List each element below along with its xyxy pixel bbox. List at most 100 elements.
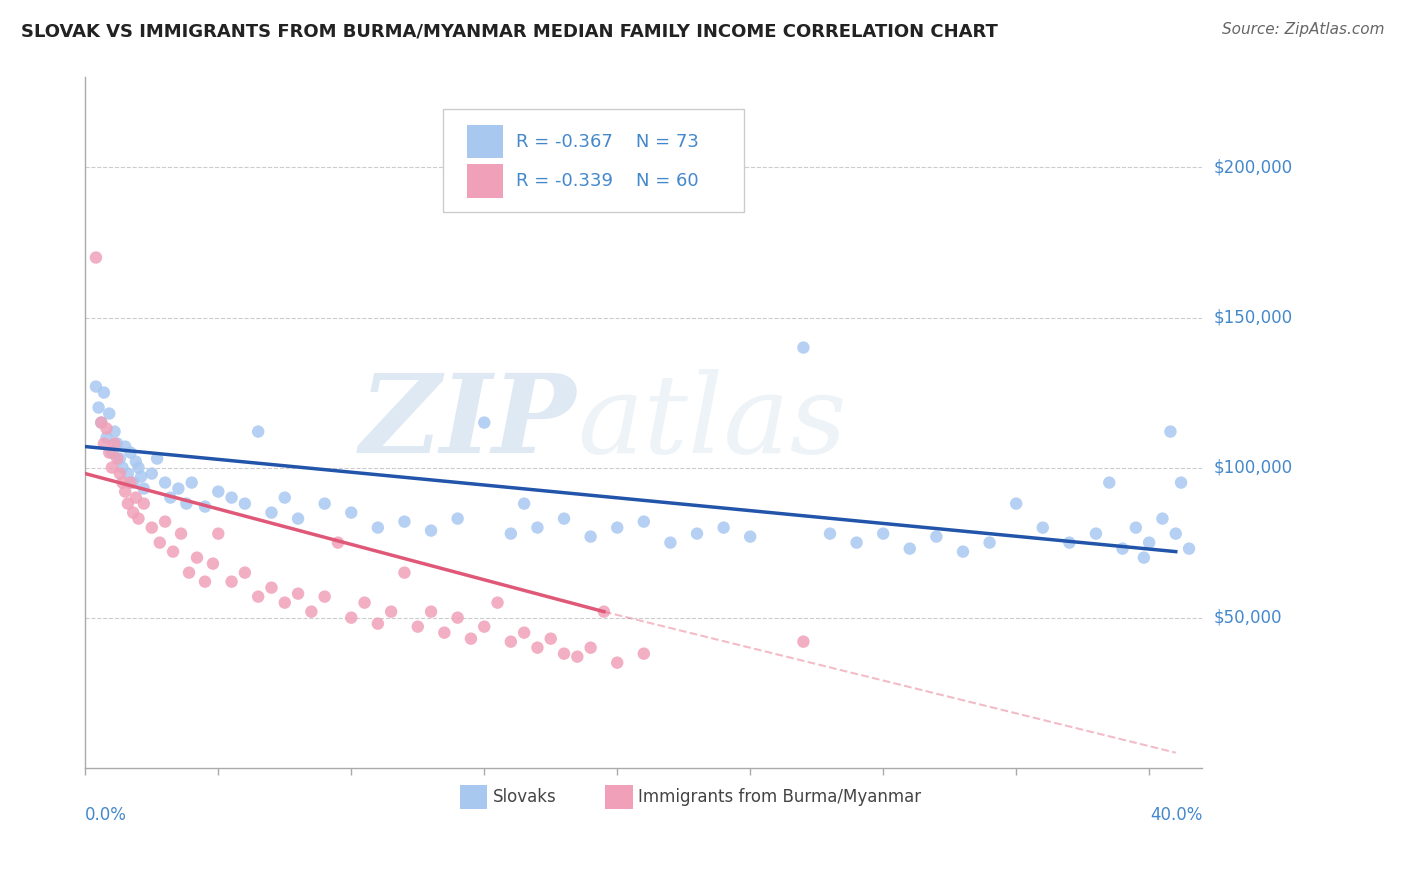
FancyBboxPatch shape bbox=[467, 164, 503, 197]
Text: $200,000: $200,000 bbox=[1213, 159, 1292, 177]
Point bbox=[567, 649, 589, 664]
Point bbox=[108, 467, 131, 481]
Point bbox=[1032, 520, 1054, 534]
Point bbox=[122, 475, 145, 490]
Point bbox=[380, 605, 402, 619]
Text: $100,000: $100,000 bbox=[1213, 458, 1292, 476]
Point bbox=[526, 640, 548, 655]
Point bbox=[792, 341, 814, 355]
Point bbox=[111, 475, 134, 490]
Point bbox=[149, 535, 172, 549]
Point bbox=[274, 596, 297, 610]
Text: atlas: atlas bbox=[576, 368, 846, 476]
Point bbox=[686, 526, 709, 541]
Point bbox=[103, 425, 125, 439]
Point bbox=[606, 656, 628, 670]
Point bbox=[472, 416, 495, 430]
Point bbox=[792, 634, 814, 648]
Point bbox=[122, 506, 145, 520]
Point bbox=[120, 475, 142, 490]
Point bbox=[326, 535, 349, 549]
Point bbox=[221, 491, 243, 505]
Point bbox=[162, 544, 184, 558]
Point bbox=[108, 451, 131, 466]
Point bbox=[120, 445, 142, 459]
Point bbox=[180, 475, 202, 490]
Point bbox=[90, 416, 112, 430]
Point bbox=[818, 526, 841, 541]
Point bbox=[93, 385, 115, 400]
Point bbox=[167, 482, 190, 496]
Point bbox=[553, 647, 575, 661]
Point bbox=[486, 596, 509, 610]
Point bbox=[952, 544, 974, 558]
Point bbox=[367, 616, 389, 631]
Point bbox=[513, 625, 536, 640]
Point bbox=[740, 530, 762, 544]
Point bbox=[340, 506, 363, 520]
Point bbox=[1098, 475, 1121, 490]
Point bbox=[111, 460, 134, 475]
Point bbox=[98, 407, 121, 421]
Point bbox=[96, 421, 118, 435]
Point bbox=[153, 515, 176, 529]
Point bbox=[394, 515, 416, 529]
Point bbox=[159, 491, 181, 505]
Point bbox=[898, 541, 921, 556]
Point bbox=[98, 445, 121, 459]
Point bbox=[314, 590, 336, 604]
Point bbox=[176, 497, 198, 511]
Point bbox=[499, 634, 522, 648]
FancyBboxPatch shape bbox=[605, 785, 633, 809]
Point bbox=[125, 454, 148, 468]
Point bbox=[633, 515, 655, 529]
Point bbox=[84, 251, 107, 265]
Point bbox=[1170, 475, 1192, 490]
Point bbox=[925, 530, 948, 544]
Point bbox=[287, 511, 309, 525]
Point bbox=[247, 590, 270, 604]
Point bbox=[472, 620, 495, 634]
Point bbox=[593, 605, 616, 619]
Point bbox=[105, 436, 128, 450]
Point bbox=[1125, 520, 1147, 534]
FancyBboxPatch shape bbox=[467, 125, 503, 158]
Point bbox=[207, 484, 229, 499]
Point bbox=[633, 647, 655, 661]
Point bbox=[194, 574, 217, 589]
Text: ZIP: ZIP bbox=[360, 368, 576, 476]
Point bbox=[1111, 541, 1133, 556]
Point bbox=[979, 535, 1001, 549]
Point bbox=[713, 520, 735, 534]
Point bbox=[553, 511, 575, 525]
Point bbox=[1137, 535, 1160, 549]
Point bbox=[353, 596, 375, 610]
Text: Source: ZipAtlas.com: Source: ZipAtlas.com bbox=[1222, 22, 1385, 37]
Point bbox=[132, 482, 155, 496]
Point bbox=[1159, 425, 1181, 439]
Point bbox=[446, 511, 468, 525]
Text: SLOVAK VS IMMIGRANTS FROM BURMA/MYANMAR MEDIAN FAMILY INCOME CORRELATION CHART: SLOVAK VS IMMIGRANTS FROM BURMA/MYANMAR … bbox=[21, 22, 998, 40]
Point bbox=[90, 416, 112, 430]
Point bbox=[314, 497, 336, 511]
Text: 0.0%: 0.0% bbox=[86, 805, 127, 823]
Point bbox=[845, 535, 868, 549]
Point bbox=[96, 431, 118, 445]
Point bbox=[446, 610, 468, 624]
Point bbox=[513, 497, 536, 511]
Point bbox=[128, 460, 150, 475]
Text: Immigrants from Burma/Myanmar: Immigrants from Burma/Myanmar bbox=[638, 789, 921, 806]
Point bbox=[87, 401, 110, 415]
Text: $150,000: $150,000 bbox=[1213, 309, 1292, 326]
Point bbox=[1005, 497, 1028, 511]
Point bbox=[101, 460, 124, 475]
Point bbox=[105, 451, 128, 466]
Point bbox=[340, 610, 363, 624]
Point bbox=[141, 467, 163, 481]
Point bbox=[420, 605, 443, 619]
Point bbox=[141, 520, 163, 534]
Point bbox=[146, 451, 169, 466]
Text: Slovaks: Slovaks bbox=[494, 789, 557, 806]
Point bbox=[117, 497, 139, 511]
Point bbox=[287, 587, 309, 601]
